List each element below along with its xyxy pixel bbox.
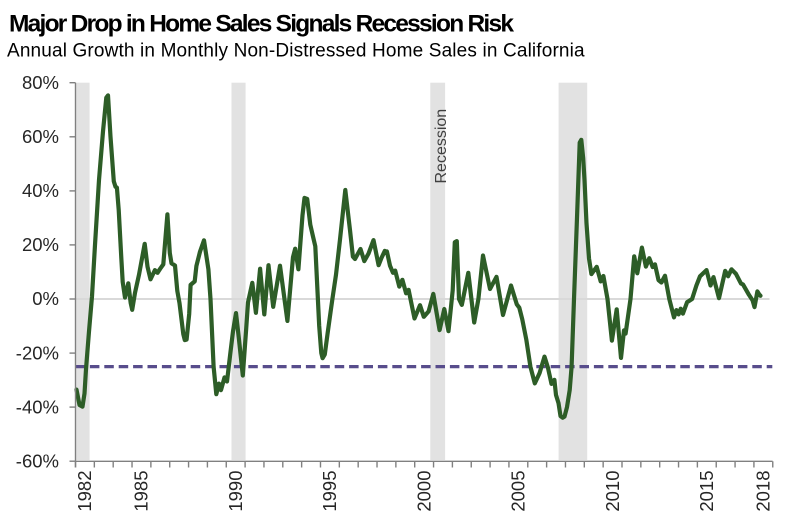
- svg-text:0%: 0%: [32, 288, 59, 309]
- svg-text:-40%: -40%: [16, 396, 59, 417]
- svg-text:60%: 60%: [22, 126, 59, 147]
- svg-text:-60%: -60%: [16, 450, 59, 471]
- svg-text:2018: 2018: [753, 471, 774, 512]
- svg-text:20%: 20%: [22, 234, 59, 255]
- svg-text:40%: 40%: [22, 180, 59, 201]
- svg-text:Annual Growth in Monthly Non-D: Annual Growth in Monthly Non-Distressed …: [7, 40, 585, 61]
- svg-text:2010: 2010: [602, 471, 623, 512]
- svg-text:80%: 80%: [22, 72, 59, 93]
- svg-text:Recession: Recession: [433, 109, 450, 184]
- svg-text:-20%: -20%: [16, 342, 59, 363]
- svg-text:2000: 2000: [413, 471, 434, 512]
- svg-text:2015: 2015: [696, 471, 717, 512]
- svg-text:1985: 1985: [131, 471, 152, 512]
- svg-text:1982: 1982: [74, 471, 95, 512]
- svg-text:1990: 1990: [225, 471, 246, 512]
- svg-text:Major Drop in Home Sales Signa: Major Drop in Home Sales Signals Recessi…: [9, 11, 514, 38]
- svg-text:1995: 1995: [319, 471, 340, 512]
- svg-text:2005: 2005: [508, 471, 529, 512]
